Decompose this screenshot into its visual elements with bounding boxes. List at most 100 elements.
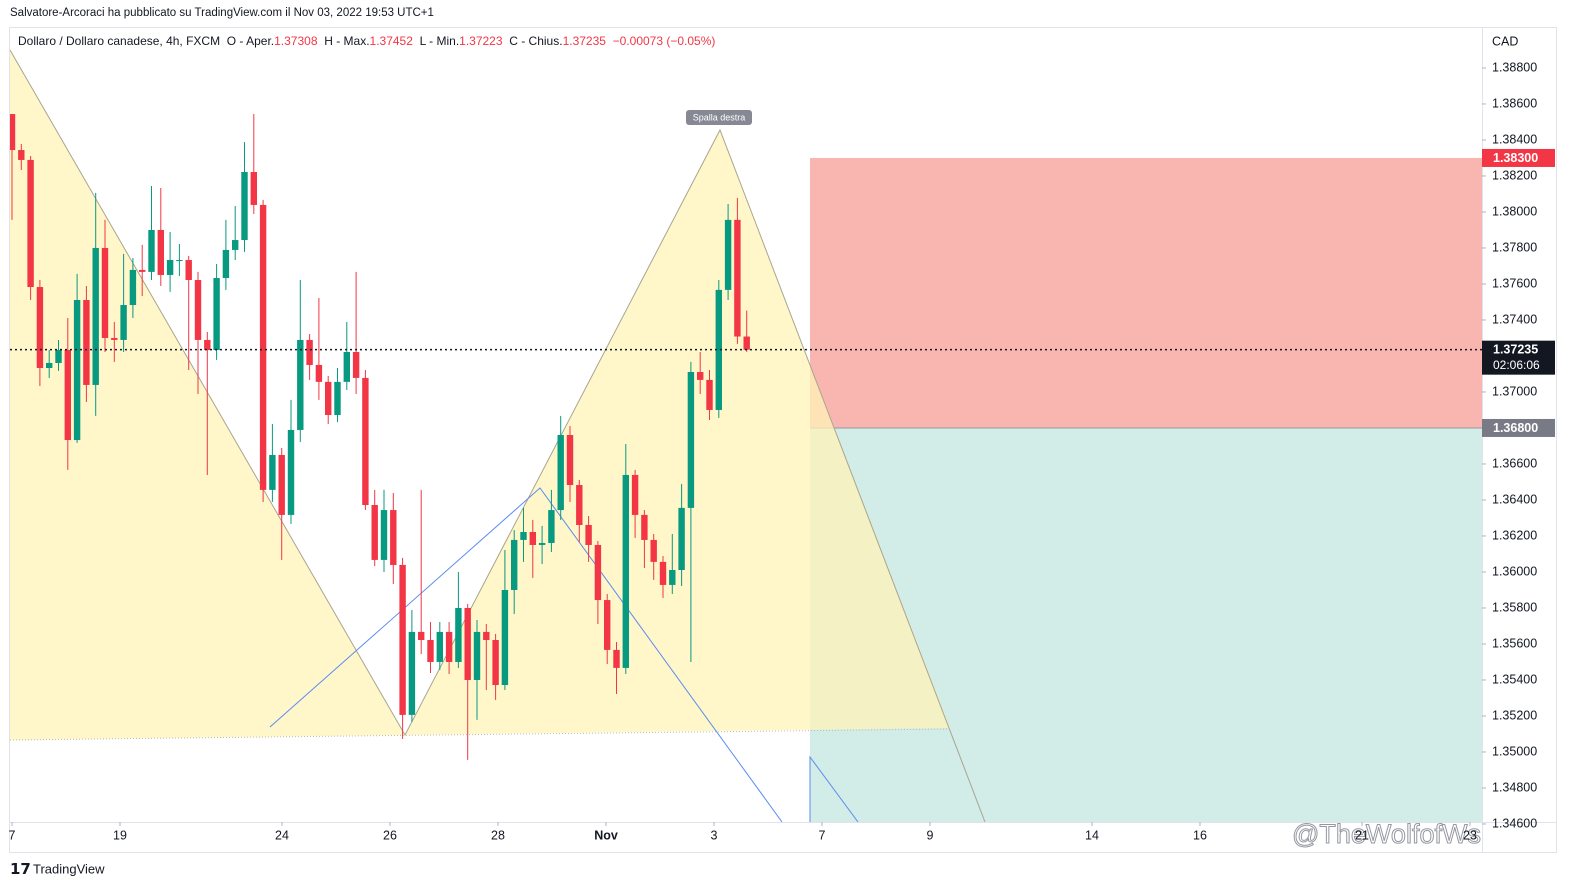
annotation-box	[686, 110, 752, 125]
y-tick-label: 1.36600	[1492, 456, 1537, 470]
candle-body	[269, 454, 276, 490]
candle-body	[232, 240, 239, 250]
brand: TradingView	[33, 861, 105, 876]
price-label-box	[1482, 148, 1555, 167]
candle-body	[325, 381, 332, 416]
candle-body	[92, 247, 99, 385]
candle-body	[576, 485, 583, 525]
symbol: Dollaro / Dollaro canadese, 4h, FXCM	[18, 34, 221, 48]
x-tick-label: 9	[927, 828, 934, 842]
candle-body	[27, 159, 34, 288]
watermark: @TheWolfofWs	[1292, 819, 1481, 849]
candle-body	[204, 339, 211, 351]
x-tick-label: 26	[383, 828, 397, 842]
stop-zone	[810, 157, 1482, 428]
candle-body	[483, 631, 490, 641]
price-label-box	[1482, 340, 1555, 375]
y-tick-label: 1.37800	[1492, 240, 1537, 254]
candle-body	[120, 305, 127, 340]
candle-body	[622, 474, 629, 668]
ohlc-value: 1.37452	[369, 34, 413, 48]
candle-body	[399, 564, 406, 715]
ohlc-label: C - Chius.	[509, 34, 563, 48]
ohlc-label: L - Min.	[419, 34, 460, 48]
candle-body	[185, 260, 192, 281]
candle-body	[73, 299, 81, 441]
y-tick-label: 1.38800	[1492, 60, 1537, 74]
candle-body	[371, 505, 378, 560]
candle-body	[538, 542, 546, 545]
candle-body	[222, 249, 230, 279]
candle-body	[287, 429, 295, 515]
y-tick-label: 1.35800	[1492, 600, 1537, 614]
candle-body	[83, 299, 90, 385]
candle-body	[743, 336, 750, 350]
candle-body	[408, 631, 416, 715]
candle-body	[46, 362, 53, 369]
y-tick-label: 1.38400	[1492, 132, 1537, 146]
candle-body	[631, 474, 639, 515]
candle-body	[101, 247, 109, 338]
candle-body	[724, 219, 732, 290]
candle-body	[613, 649, 620, 668]
candle-body	[511, 539, 518, 590]
price-label-box	[1482, 418, 1555, 437]
ohlc-label: O - Aper.	[226, 34, 275, 48]
candle-body	[334, 381, 341, 416]
annotation: Spalla destra	[693, 112, 746, 122]
candle-body	[566, 434, 574, 486]
candle-body	[455, 607, 462, 662]
candle-body	[706, 379, 713, 410]
x-tick-label: 28	[491, 828, 505, 842]
candle-body	[585, 524, 592, 545]
price-label: 1.38300	[1493, 151, 1538, 165]
candle-body	[436, 631, 443, 662]
candle-body	[306, 339, 313, 365]
candle-body	[445, 631, 453, 662]
y-tick-label: 1.35600	[1492, 636, 1537, 650]
y-tick-label: 1.38000	[1492, 204, 1537, 218]
x-tick-label: 24	[275, 828, 289, 842]
candle-body	[55, 350, 62, 363]
y-tick-label: 1.35400	[1492, 672, 1537, 686]
y-tick-label: 1.36400	[1492, 492, 1537, 506]
candle-body	[64, 350, 71, 441]
candle-body	[473, 631, 481, 680]
candle-body	[492, 640, 499, 686]
candle-body	[529, 532, 536, 545]
y-tick-label: 1.36200	[1492, 528, 1537, 542]
candle-body	[520, 532, 527, 540]
candle-body	[548, 510, 555, 543]
y-tick-label: 1.38600	[1492, 96, 1537, 110]
candle-body	[111, 337, 118, 340]
candle-body	[352, 352, 360, 378]
candle-body	[157, 229, 164, 275]
y-tick-label: 1.37600	[1492, 276, 1537, 290]
candle-body	[139, 269, 146, 272]
candle-body	[250, 172, 257, 205]
ohlc-value: 1.37308	[274, 34, 318, 48]
y-tick-label: 1.34800	[1492, 780, 1537, 794]
candle-body	[604, 600, 611, 650]
candle-body	[501, 589, 509, 686]
x-tick-label: 16	[1193, 828, 1207, 842]
y-tick-label: 1.34600	[1492, 816, 1537, 830]
candle-body	[315, 364, 323, 382]
head	[405, 130, 950, 735]
candle-body	[427, 640, 434, 662]
trend-line	[269, 487, 783, 822]
candle-body	[669, 569, 676, 585]
chart-frame	[9, 27, 1557, 853]
candle-body	[148, 229, 155, 272]
y-tick-label: 1.35000	[1492, 744, 1537, 758]
candle-body	[362, 377, 369, 506]
x-tick-label: 3	[711, 828, 718, 842]
candle-body	[129, 269, 137, 306]
candle-body	[176, 260, 183, 262]
candle-body	[213, 278, 220, 351]
price-label: 1.37235	[1493, 342, 1538, 356]
candle-body	[641, 514, 648, 540]
candle-body	[687, 371, 695, 508]
